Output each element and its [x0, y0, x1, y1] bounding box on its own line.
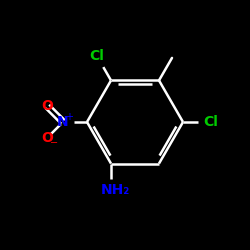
Text: Cl: Cl: [204, 115, 218, 129]
Text: −: −: [50, 138, 58, 147]
Text: Cl: Cl: [90, 49, 104, 63]
Text: N: N: [57, 115, 69, 129]
Text: +: +: [65, 112, 73, 122]
Text: NH₂: NH₂: [100, 182, 130, 196]
Text: O: O: [42, 130, 54, 144]
Text: O: O: [42, 100, 54, 114]
